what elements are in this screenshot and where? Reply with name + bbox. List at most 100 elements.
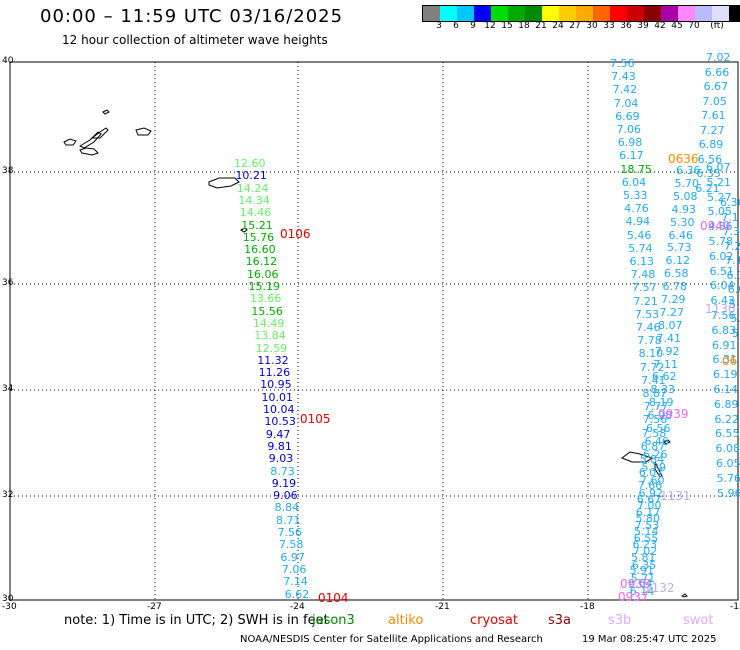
- pass-time-label: 1131: [660, 489, 691, 503]
- wave-height-value: 6.08: [715, 442, 740, 456]
- map-border: [9, 61, 739, 601]
- longitude-label: -30: [2, 602, 17, 612]
- wave-height-value: 7.56: [642, 413, 668, 427]
- wave-height-value: 5.96: [717, 486, 740, 500]
- wave-height-value: 7.46: [636, 321, 661, 334]
- wave-height-value: 6.55: [633, 532, 659, 546]
- wave-height-value: 5.08: [673, 189, 698, 203]
- wave-height-value: 7.1: [721, 210, 739, 224]
- wave-height-value: 5.91: [629, 563, 655, 577]
- wave-height-value: 5.78: [708, 235, 734, 248]
- wave-height-value: 6.17: [635, 505, 661, 519]
- wave-height-value: 7.27: [659, 305, 685, 319]
- wave-height-value: 7.11: [653, 357, 679, 371]
- satellite-legend-jason3: jason3: [312, 613, 355, 628]
- wave-height-value: 7.3: [722, 225, 740, 238]
- wave-height-value: 6.12: [665, 254, 691, 268]
- wave-height-value: 16.06: [247, 267, 279, 281]
- legend-tick-label: 12: [484, 21, 496, 31]
- wave-height-value: 6.36: [676, 164, 701, 177]
- wave-height-value: 5.9: [729, 297, 740, 311]
- wave-height-value: 8.73: [270, 464, 295, 478]
- wave-height-value: 7.06: [616, 123, 642, 136]
- satellite-legend-altiko: altiko: [388, 613, 424, 628]
- coastline-island: [208, 177, 240, 189]
- legend-swatch: [627, 6, 644, 21]
- wave-height-value: 7.05: [702, 94, 727, 108]
- legend-tick-label: 42: [654, 21, 666, 31]
- wave-height-value: 11.32: [257, 353, 289, 367]
- legend-tick-label: 18: [518, 21, 530, 31]
- legend-tick-label: 30: [586, 21, 598, 31]
- wave-height-value: 10.01: [261, 390, 294, 404]
- pass-time-label: 0106: [280, 227, 311, 241]
- longitude-label: -27: [147, 602, 162, 612]
- wave-height-value: 6.89: [714, 397, 739, 411]
- wave-height-value: 7.58: [278, 538, 304, 552]
- wave-height-value: 5.80: [635, 512, 661, 526]
- wave-height-value: 10.21: [235, 169, 267, 183]
- wave-height-value: 7.02: [632, 545, 658, 559]
- pass-time-label: 1132: [644, 581, 675, 595]
- legend-swatch: [525, 6, 542, 21]
- wave-height-value: 6.07: [727, 283, 740, 296]
- wave-height-value: 6.23: [632, 538, 658, 552]
- pass-time-label: 0104: [318, 591, 349, 605]
- wave-height-value: 15.76: [242, 230, 275, 244]
- wave-height-value: 5.74: [628, 241, 653, 255]
- legend-tick-label: 24: [552, 21, 564, 31]
- wave-height-value: 7.24: [723, 239, 740, 253]
- wave-height-value: 6.67: [636, 492, 662, 506]
- wave-height-value: 6.46: [668, 228, 694, 242]
- wave-height-value: 7.06: [281, 562, 307, 576]
- color-legend-bar: [422, 5, 740, 22]
- wave-height-value: 5.27: [707, 190, 732, 204]
- legend-swatch: [457, 6, 474, 21]
- coastline-island: [663, 439, 671, 445]
- wave-height-value: 5.70: [674, 176, 700, 190]
- pass-time-label: 0938: [620, 577, 651, 591]
- wave-height-value: 14.46: [239, 206, 272, 220]
- wave-height-value: 16.60: [244, 243, 276, 257]
- wave-height-value: 8.10: [638, 347, 664, 361]
- legend-swatch: [610, 6, 627, 21]
- wave-height-value: 7.77: [643, 400, 669, 414]
- legend-swatch: [729, 6, 740, 21]
- wave-height-value: 9.03: [268, 452, 294, 466]
- wave-height-value: 6.56: [697, 152, 723, 166]
- wave-height-value: 15.21: [241, 218, 273, 232]
- wave-height-value: 5.71: [630, 571, 656, 585]
- wave-height-value: 6.04: [710, 279, 735, 293]
- wave-height-value: 9.06: [273, 489, 298, 503]
- wave-height-value: 6.62: [284, 587, 310, 601]
- wave-height-value: 7.72: [639, 360, 665, 374]
- wave-height-value: 5.8: [730, 312, 740, 325]
- wave-height-value: 8.84: [274, 501, 300, 515]
- wave-height-value: 9.47: [265, 427, 291, 441]
- wave-height-value: 7.27: [700, 123, 725, 137]
- wave-height-value: 7.53: [634, 519, 660, 532]
- wave-height-value: 6.13: [629, 255, 655, 268]
- legend-swatch: [542, 6, 559, 21]
- color-legend-labels: 3 6 9 12 15 18 21 24 27 30 33 36 39 42 45 70 (ft): [422, 21, 740, 33]
- wave-height-value: 6.67: [703, 80, 729, 93]
- legend-swatch: [440, 6, 457, 21]
- wave-height-value: 6.04: [621, 175, 647, 189]
- legend-tick-label: 21: [535, 21, 547, 31]
- wave-height-value: 7.56: [711, 309, 736, 322]
- wave-height-value: 9.19: [271, 476, 297, 490]
- wave-height-value: 5.30: [670, 215, 695, 229]
- wave-height-value: 12.60: [234, 157, 266, 170]
- legend-tick-label: (ft): [710, 21, 724, 31]
- wave-height-value: 7.14: [283, 575, 308, 589]
- wave-height-value: 6.78: [662, 280, 688, 294]
- coastline-island: [90, 127, 109, 139]
- wave-height-value: 4.93: [671, 202, 697, 216]
- wave-height-value: 7.60: [640, 473, 665, 487]
- wave-height-value: 6.14: [713, 383, 739, 396]
- wave-height-value: 7.19: [725, 254, 740, 267]
- wave-height-value: 7.41: [656, 331, 682, 345]
- legend-tick-label: 45: [671, 21, 683, 31]
- latitude-label: 34: [2, 384, 14, 394]
- wave-height-value: 6.92: [638, 486, 664, 500]
